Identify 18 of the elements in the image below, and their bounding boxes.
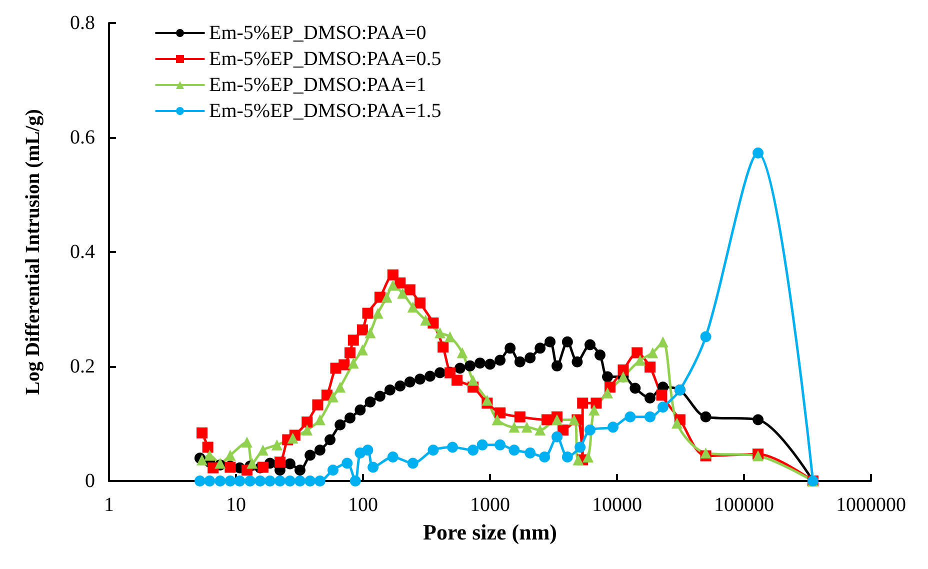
y-tick-label: 0: [85, 470, 95, 492]
legend-label: Em-5%EP_DMSO:PAA=0: [209, 22, 426, 44]
x-tick-label: 1: [104, 494, 114, 516]
legend-label: Em-5%EP_DMSO:PAA=0.5: [209, 48, 442, 70]
x-tick-label: 100000: [714, 494, 774, 516]
y-tick-label: 0.8: [70, 12, 95, 34]
legend-label: Em-5%EP_DMSO:PAA=1: [209, 74, 426, 96]
y-tick-label: 0.4: [70, 241, 95, 263]
y-tick-label: 0.6: [70, 126, 95, 148]
x-axis-title: Pore size (nm): [423, 520, 557, 544]
legend-label: Em-5%EP_DMSO:PAA=1.5: [209, 100, 442, 122]
x-tick-label: 10: [226, 494, 246, 516]
x-tick-label: 10000: [592, 494, 642, 516]
x-tick-label: 100: [348, 494, 378, 516]
y-axis-title: Log Differential Intrusion (mL/g): [22, 109, 44, 395]
y-tick-label: 0.2: [70, 356, 95, 378]
x-tick-label: 1000000: [836, 494, 906, 516]
x-tick-label: 1000: [470, 494, 510, 516]
